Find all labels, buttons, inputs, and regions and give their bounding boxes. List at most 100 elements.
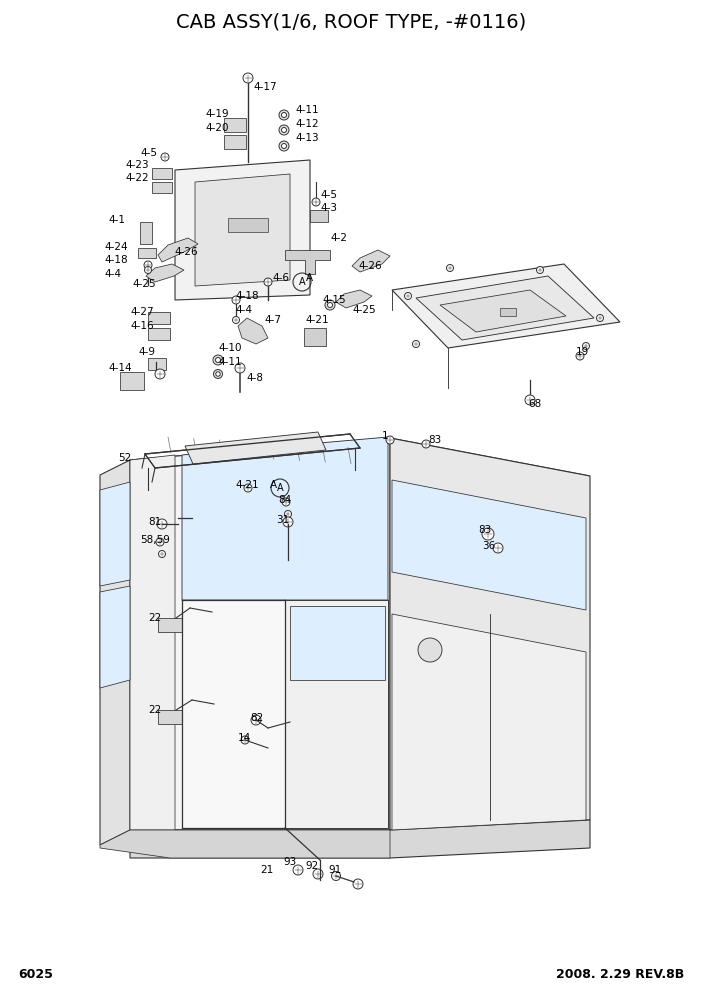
Text: 4-23: 4-23 [125,160,149,170]
Text: 4-26: 4-26 [358,261,382,271]
Text: 4-5: 4-5 [140,148,157,158]
Text: 4-5: 4-5 [320,190,337,200]
Polygon shape [352,250,390,272]
Polygon shape [130,438,590,500]
Circle shape [156,538,164,546]
Polygon shape [100,830,390,858]
Circle shape [241,736,249,744]
Text: 4-18: 4-18 [104,255,128,265]
Text: 4-26: 4-26 [174,247,198,257]
Text: 4-14: 4-14 [108,363,132,373]
Circle shape [536,267,543,274]
Text: A: A [270,480,277,490]
Text: 4-21: 4-21 [235,480,258,490]
Text: 19: 19 [576,347,589,357]
Bar [224,135,246,149]
Polygon shape [392,614,586,830]
Text: A: A [277,483,284,493]
Polygon shape [285,250,330,274]
Polygon shape [195,174,290,286]
Circle shape [279,110,289,120]
Circle shape [576,352,584,360]
Polygon shape [130,820,590,858]
Text: 6025: 6025 [18,968,53,981]
Bar [148,358,166,370]
Circle shape [161,153,169,161]
Bar [138,248,156,258]
Text: 81: 81 [148,517,161,527]
Text: 83: 83 [428,435,442,445]
Polygon shape [440,290,566,332]
Bar [500,308,516,316]
Text: 4-25: 4-25 [132,279,156,289]
Polygon shape [130,438,390,830]
Text: 91: 91 [328,865,341,875]
Circle shape [243,73,253,83]
Bar [120,372,144,390]
Text: 4-13: 4-13 [295,133,319,143]
Circle shape [282,112,286,117]
Polygon shape [182,437,388,600]
Bar [158,710,182,724]
Text: 4-17: 4-17 [253,82,277,92]
Bar [224,118,246,132]
Polygon shape [416,276,594,340]
Text: 22: 22 [148,705,161,715]
Circle shape [331,872,340,881]
Text: 4-22: 4-22 [125,173,149,183]
Polygon shape [100,482,130,586]
Text: 4-20: 4-20 [205,123,228,133]
Circle shape [282,128,286,133]
Bar [228,218,268,232]
Text: 84: 84 [278,495,291,505]
Text: 4-1: 4-1 [108,215,125,225]
Circle shape [232,316,239,323]
Polygon shape [182,600,388,828]
Polygon shape [390,438,590,830]
Text: 21: 21 [260,865,273,875]
Circle shape [159,551,166,558]
Circle shape [244,484,252,492]
Text: 4-10: 4-10 [218,343,241,353]
Circle shape [155,369,165,379]
Bar [152,168,172,179]
Text: 4-24: 4-24 [104,242,128,252]
Circle shape [145,267,152,274]
Circle shape [313,869,323,879]
Bar [148,312,170,324]
Circle shape [216,357,220,362]
Circle shape [325,300,335,310]
Text: 52: 52 [118,453,131,463]
Circle shape [353,879,363,889]
Circle shape [235,363,245,373]
Circle shape [493,543,503,553]
Circle shape [282,144,286,149]
Text: 92: 92 [305,861,318,871]
Bar [158,618,182,632]
Text: 14: 14 [238,733,251,743]
Polygon shape [100,460,130,845]
Polygon shape [100,586,130,688]
Text: 4-3: 4-3 [320,203,337,213]
Text: 4-7: 4-7 [264,315,281,325]
Circle shape [144,261,152,269]
Text: 68: 68 [528,399,541,409]
Text: 4-4: 4-4 [104,269,121,279]
Text: 4-4: 4-4 [235,305,252,315]
Polygon shape [285,600,388,828]
Bar [304,328,326,346]
Circle shape [284,511,291,518]
Text: 4-19: 4-19 [205,109,229,119]
Circle shape [213,369,223,379]
Text: 4-18: 4-18 [235,291,258,301]
Circle shape [446,265,453,272]
Text: 4-27: 4-27 [130,307,154,317]
Text: CAB ASSY(1/6, ROOF TYPE, -#0116): CAB ASSY(1/6, ROOF TYPE, -#0116) [176,13,526,32]
Polygon shape [392,264,620,348]
Circle shape [328,303,333,308]
Text: 82: 82 [250,713,263,723]
Circle shape [213,355,223,365]
Text: 4-11: 4-11 [218,357,241,367]
Circle shape [283,517,293,527]
Text: 4-11: 4-11 [295,105,319,115]
